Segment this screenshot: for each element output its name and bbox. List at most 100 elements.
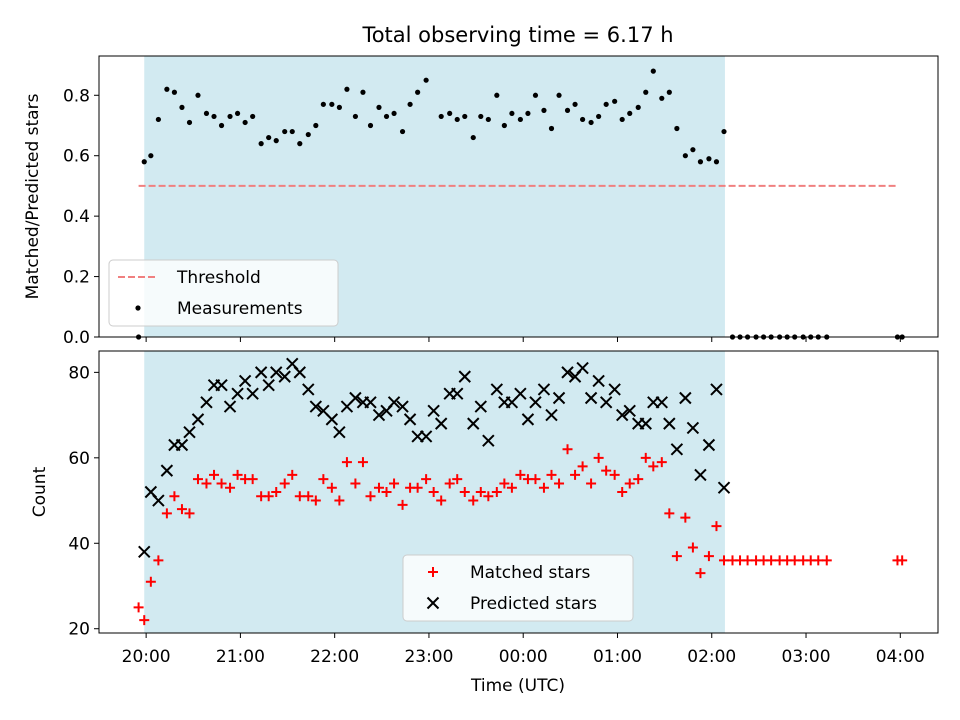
legend-label: Measurements [177, 299, 303, 319]
data-point [619, 116, 625, 123]
data-point [279, 478, 290, 489]
data-point [703, 551, 714, 562]
data-point [695, 568, 706, 579]
data-point [570, 469, 581, 480]
data-point [273, 138, 279, 144]
data-point [412, 482, 423, 493]
data-point [624, 478, 635, 489]
data-point [310, 495, 321, 506]
data-point [586, 478, 597, 489]
data-point [153, 555, 164, 566]
data-point [139, 615, 150, 626]
data-point [360, 89, 366, 95]
data-point [545, 408, 558, 422]
data-point [209, 469, 220, 480]
data-point [483, 491, 494, 502]
data-point [271, 487, 282, 497]
data-point [367, 122, 374, 129]
data-point [690, 147, 696, 153]
data-point [639, 417, 652, 430]
data-point [336, 104, 342, 110]
data-point [247, 474, 258, 485]
data-point [643, 89, 649, 95]
data-point [593, 452, 604, 463]
y-tick-label: 0.6 [63, 147, 90, 167]
data-point [313, 122, 319, 129]
data-point [721, 128, 727, 135]
legend: Threshold Measurements [108, 259, 339, 327]
data-point [334, 495, 345, 506]
legend-marker [426, 596, 440, 610]
data-point [155, 116, 161, 123]
data-point [148, 153, 154, 159]
x-tick-label: 20:00 [122, 647, 171, 667]
data-point [232, 469, 243, 480]
data-point [897, 555, 908, 566]
data-point [396, 400, 409, 413]
data-point [428, 487, 439, 497]
data-point [387, 396, 401, 409]
panel-counts: 20 40 60 80 20:00 21:00 22:00 23:00 00:00 01:00 02… [30, 350, 939, 667]
data-point [485, 116, 491, 123]
data-point [238, 374, 252, 388]
legend-box [108, 259, 339, 327]
y-axis-label: Count [30, 466, 50, 517]
data-point [572, 101, 578, 107]
data-point [452, 474, 463, 485]
data-point [250, 113, 256, 120]
data-point [682, 153, 688, 159]
data-point [152, 494, 165, 507]
data-point [145, 576, 156, 587]
y-tick-label: 0.4 [63, 207, 90, 227]
data-point [447, 110, 453, 117]
data-point [133, 602, 144, 613]
data-point [599, 396, 613, 409]
data-point [627, 110, 633, 117]
data-point [289, 128, 295, 135]
data-point [415, 89, 421, 95]
data-point [397, 499, 408, 510]
data-point [227, 113, 233, 120]
data-point [506, 482, 517, 493]
data-point [686, 421, 700, 435]
data-point [294, 491, 305, 502]
data-point [171, 89, 178, 95]
data-point [552, 391, 566, 405]
data-point [663, 417, 676, 430]
panel-ratio: 0.0 0.2 0.4 0.6 0.8 Matched/Predicted stars Th… [23, 55, 939, 348]
data-point [225, 482, 236, 493]
data-point [706, 156, 712, 162]
data-point [297, 141, 303, 147]
y-tick-label: 40 [68, 534, 90, 554]
y-tick-label: 20 [68, 620, 90, 640]
data-point [687, 542, 698, 553]
data-point [541, 107, 547, 113]
data-point [491, 487, 502, 497]
data-point [438, 113, 444, 120]
data-point [138, 545, 151, 559]
series-matched-stars [133, 444, 908, 626]
data-point [403, 413, 417, 426]
data-point [211, 113, 217, 120]
data-point [650, 68, 656, 74]
data-point [179, 104, 185, 110]
data-point [615, 408, 629, 422]
data-point [231, 387, 244, 400]
data-point [462, 113, 468, 120]
data-point [372, 408, 386, 422]
data-point [713, 159, 720, 165]
x-tick-label: 01:00 [593, 647, 642, 667]
plot-frame [98, 350, 939, 634]
data-point [302, 383, 315, 396]
data-point [588, 119, 594, 126]
data-point [515, 469, 526, 480]
data-point [537, 383, 551, 396]
data-point [216, 478, 227, 489]
data-point [680, 512, 691, 523]
data-point [576, 361, 589, 375]
data-point [710, 383, 723, 396]
data-point [648, 461, 659, 472]
data-point [664, 508, 675, 519]
data-point [419, 430, 433, 443]
